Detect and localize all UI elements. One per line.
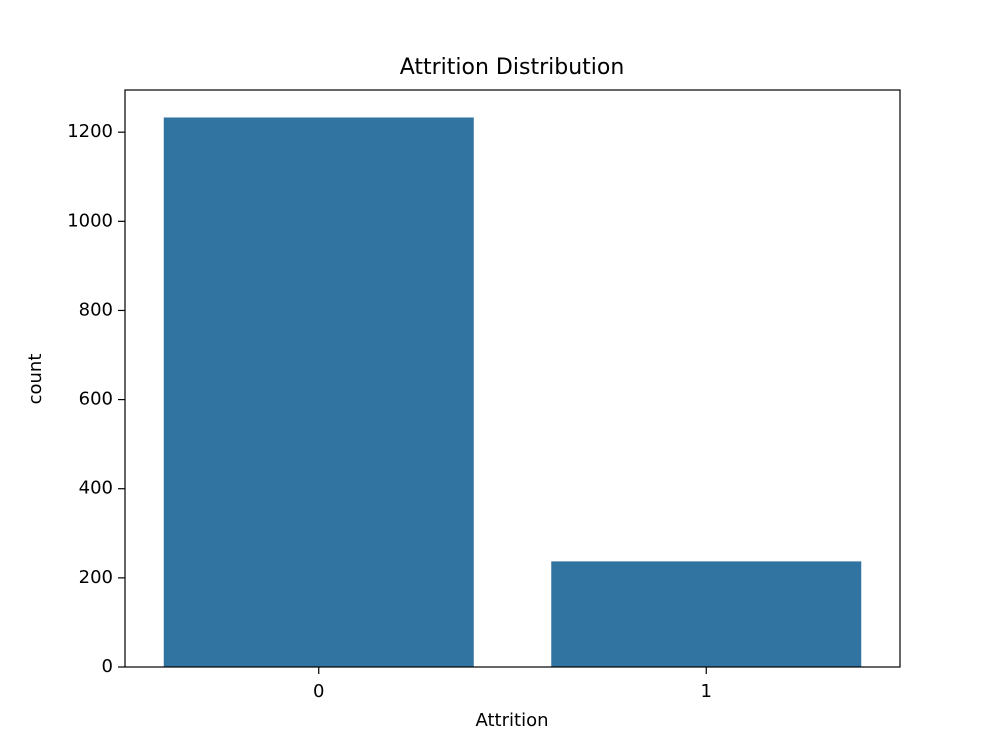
y-tick-label: 600	[79, 389, 113, 410]
y-tick-label: 1200	[67, 121, 113, 142]
chart-title: Attrition Distribution	[400, 55, 625, 80]
y-tick-label: 0	[102, 656, 113, 677]
x-tick-label: 1	[701, 681, 712, 702]
y-tick-label: 800	[79, 299, 113, 320]
bar	[163, 117, 474, 667]
y-tick-label: 1000	[67, 210, 113, 231]
y-tick-label: 400	[79, 478, 113, 499]
bar	[551, 561, 862, 667]
y-axis-label: count	[25, 354, 46, 405]
y-tick-label: 200	[79, 567, 113, 588]
x-tick-label: 0	[313, 681, 324, 702]
x-axis-label: Attrition	[476, 710, 549, 731]
plot-frame	[124, 89, 901, 668]
